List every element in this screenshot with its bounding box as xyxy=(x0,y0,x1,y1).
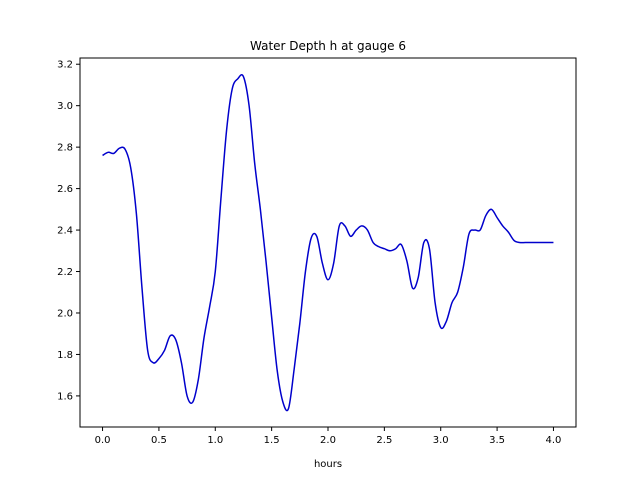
y-tick-label: 2.0 xyxy=(57,308,73,319)
x-axis-ticks: 0.0 0.5 1.0 1.5 2.0 2.5 3.0 3.5 4.0 xyxy=(95,427,562,446)
x-tick-label: 1.0 xyxy=(207,435,223,446)
axes-frame xyxy=(79,57,577,428)
y-tick-label: 2.8 xyxy=(57,143,73,154)
y-tick-label: 1.6 xyxy=(57,391,73,402)
x-tick-label: 0.0 xyxy=(95,435,111,446)
chart-title: Water Depth h at gauge 6 xyxy=(250,39,406,53)
x-tick-label: 0.5 xyxy=(151,435,167,446)
y-tick-label: 3.2 xyxy=(57,60,73,71)
y-tick-label: 3.0 xyxy=(57,101,73,112)
x-tick-label: 1.5 xyxy=(264,435,280,446)
y-tick-label: 2.4 xyxy=(57,226,73,237)
x-tick-label: 4.0 xyxy=(546,435,562,446)
x-tick-label: 2.5 xyxy=(376,435,392,446)
series-line xyxy=(102,74,554,412)
x-axis-label: hours xyxy=(314,459,342,470)
y-tick-label: 1.8 xyxy=(57,350,73,361)
x-tick-label: 3.0 xyxy=(433,435,449,446)
x-tick-label: 2.0 xyxy=(320,435,336,446)
x-tick-label: 3.5 xyxy=(489,435,505,446)
y-tick-label: 2.6 xyxy=(57,184,73,195)
y-axis-ticks: 1.6 1.8 2.0 2.2 2.4 2.6 2.8 3.0 3.2 xyxy=(57,60,80,402)
y-tick-label: 2.2 xyxy=(57,267,73,278)
plot-area xyxy=(102,74,554,412)
